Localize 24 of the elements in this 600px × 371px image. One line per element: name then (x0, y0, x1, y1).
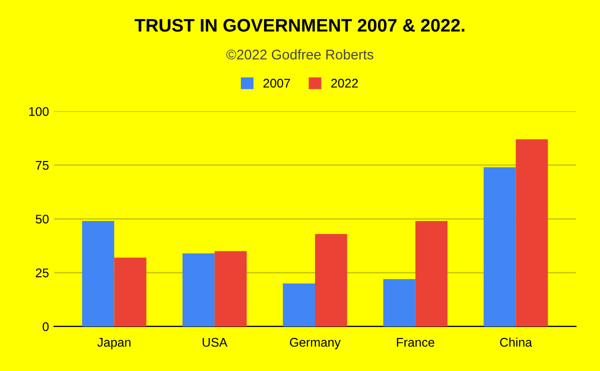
bar (114, 258, 146, 326)
x-tick-label: Germany (290, 338, 341, 350)
bar (484, 167, 516, 326)
legend-label: 2007 (263, 78, 290, 88)
bar (182, 253, 215, 326)
y-tick-label: 0 (42, 322, 49, 332)
legend-label: 2022 (331, 78, 358, 88)
y-tick-label: 50 (36, 214, 49, 224)
bar (282, 283, 315, 326)
x-tick-label: USA (202, 338, 228, 347)
y-tick-label: 25 (36, 268, 49, 278)
chart-title: TRUST IN GOVERNMENT 2007 & 2022. (134, 18, 464, 32)
bar (315, 234, 348, 326)
y-tick-label: 75 (36, 161, 49, 170)
bar (516, 139, 548, 326)
chart-subtitle: ©2022 Godfree Roberts (226, 49, 374, 60)
bar (383, 279, 416, 326)
x-tick-label: Japan (97, 338, 130, 350)
x-tick-label: France (396, 338, 434, 347)
y-tick-label: 100 (29, 107, 49, 116)
bar (415, 221, 448, 326)
bar (82, 221, 114, 326)
bar (214, 251, 247, 326)
x-tick-label: China (500, 338, 532, 347)
